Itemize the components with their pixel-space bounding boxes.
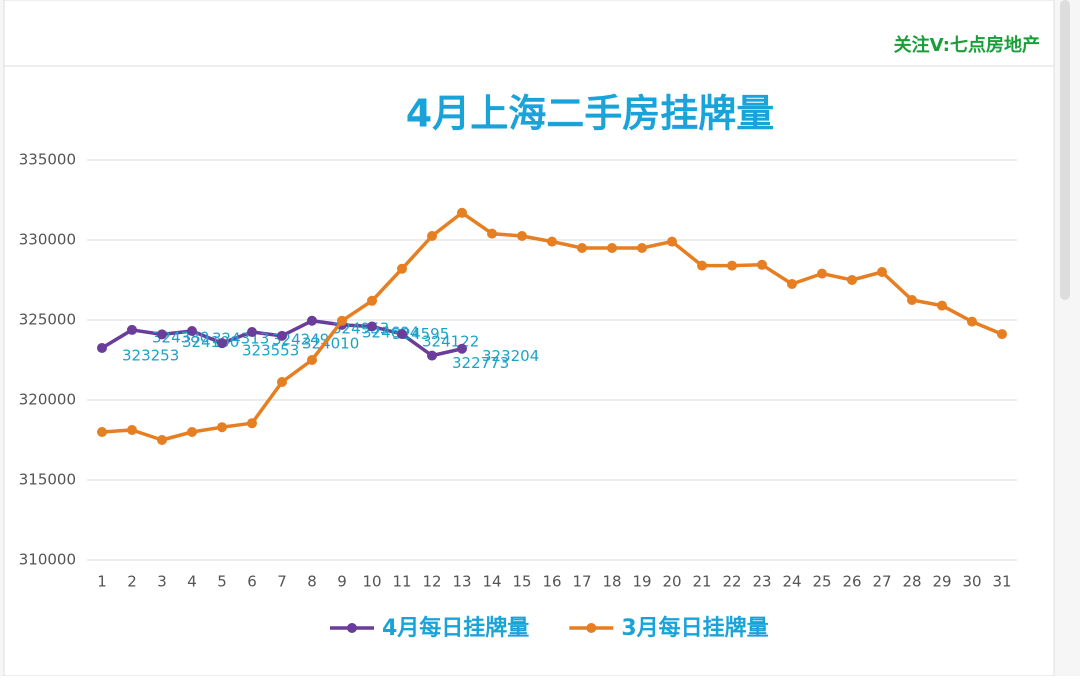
point	[127, 324, 137, 335]
x-tick-label: 4	[187, 573, 197, 591]
point	[247, 327, 257, 338]
point	[187, 427, 197, 437]
point	[97, 342, 107, 353]
legend-dot	[347, 623, 357, 633]
x-tick-label: 16	[542, 573, 561, 591]
x-tick-label: 28	[902, 573, 921, 591]
point	[907, 295, 917, 305]
x-tick-label: 6	[247, 573, 257, 591]
x-tick-label: 18	[602, 573, 621, 591]
point	[967, 316, 977, 327]
x-tick-label: 11	[392, 573, 411, 591]
y-tick-label: 310000	[19, 551, 76, 569]
data-label: 323553	[242, 342, 299, 360]
point	[337, 315, 347, 326]
x-tick-label: 22	[722, 573, 741, 591]
scrollbar	[1060, 0, 1070, 300]
point	[157, 435, 167, 445]
point	[637, 243, 647, 253]
chart-title: 4月上海二手房挂牌量	[406, 92, 774, 136]
point	[427, 231, 437, 241]
y-tick-label: 320000	[19, 391, 76, 409]
y-tick-label: 315000	[19, 471, 76, 489]
x-tick-label: 3	[157, 573, 167, 591]
point	[217, 422, 227, 433]
x-tick-label: 31	[992, 573, 1011, 591]
point	[607, 243, 617, 253]
card	[3, 0, 1055, 677]
x-tick-label: 24	[782, 573, 801, 591]
point	[787, 279, 797, 289]
point	[487, 228, 497, 239]
x-tick-label: 23	[752, 573, 771, 591]
point	[937, 300, 947, 311]
x-tick-label: 7	[277, 573, 287, 591]
point	[547, 236, 557, 247]
x-tick-label: 26	[842, 573, 861, 591]
point	[997, 329, 1007, 340]
data-label: 324595	[392, 325, 449, 343]
point	[127, 425, 137, 435]
x-tick-label: 15	[512, 573, 531, 591]
x-tick-label: 8	[307, 573, 317, 591]
data-label: 324122	[422, 333, 479, 351]
legend-label: 3月每日挂牌量	[621, 615, 768, 641]
x-tick-label: 17	[572, 573, 591, 591]
x-tick-label: 14	[482, 573, 501, 591]
point	[157, 329, 167, 340]
point	[367, 321, 377, 332]
x-tick-label: 30	[962, 573, 981, 591]
x-tick-label: 29	[932, 573, 951, 591]
data-label: 324010	[302, 334, 359, 352]
point	[217, 338, 227, 349]
x-tick-label: 5	[217, 573, 227, 591]
x-tick-label: 1	[97, 573, 107, 591]
point	[397, 263, 407, 274]
x-tick-label: 13	[452, 573, 471, 591]
point	[277, 377, 287, 387]
point	[247, 418, 257, 429]
point	[187, 325, 197, 336]
x-tick-label: 27	[872, 573, 891, 591]
point	[727, 260, 737, 271]
legend-dot	[586, 623, 597, 633]
watermark: 关注V:七点房地产	[894, 34, 1040, 56]
point	[457, 343, 467, 354]
point	[817, 268, 827, 279]
data-label: 322773	[452, 354, 509, 372]
point	[517, 231, 527, 241]
point	[847, 275, 857, 285]
y-tick-label: 335000	[19, 151, 76, 169]
legend-label: 4月每日挂牌量	[382, 615, 529, 641]
y-tick-label: 325000	[19, 311, 76, 329]
point	[367, 295, 377, 306]
point	[877, 267, 887, 277]
point	[307, 315, 317, 326]
x-tick-label: 19	[632, 573, 651, 591]
point	[577, 243, 587, 253]
x-tick-label: 9	[337, 573, 347, 591]
point	[697, 260, 707, 271]
x-tick-label: 21	[692, 573, 711, 591]
data-label: 323253	[122, 346, 179, 364]
point	[757, 259, 767, 270]
data-label: 323204	[482, 347, 539, 365]
point	[427, 350, 437, 361]
point	[397, 329, 407, 340]
x-tick-label: 10	[362, 573, 381, 591]
x-tick-label: 20	[662, 573, 681, 591]
point	[307, 355, 317, 365]
x-tick-label: 2	[127, 573, 137, 591]
x-tick-label: 25	[812, 573, 831, 591]
point	[457, 207, 467, 218]
point	[277, 330, 287, 341]
x-tick-label: 12	[422, 573, 441, 591]
y-tick-label: 330000	[19, 231, 76, 249]
point	[667, 236, 677, 247]
point	[97, 427, 107, 437]
